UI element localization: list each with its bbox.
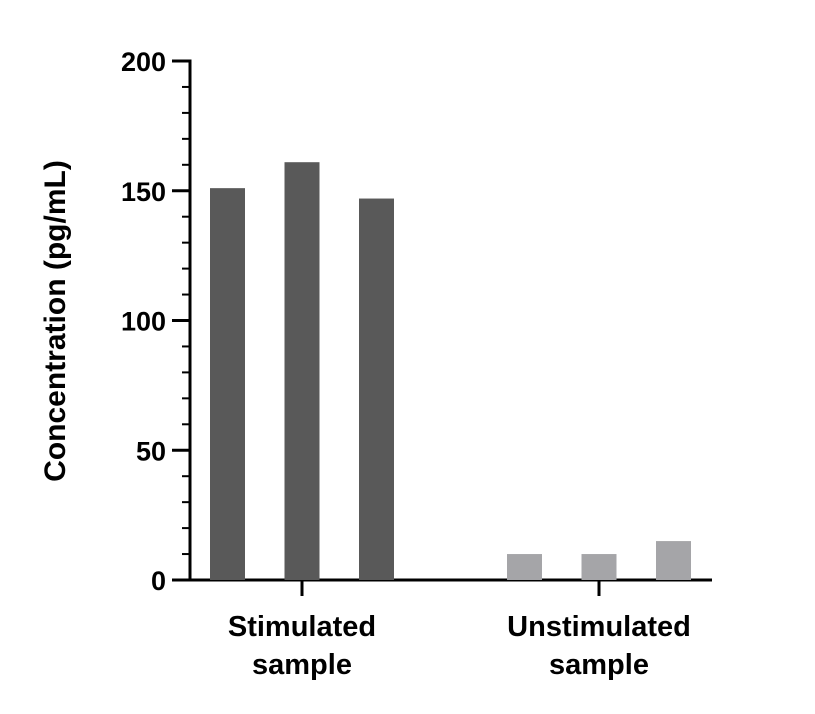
bar	[507, 554, 542, 580]
x-category-label: Stimulated	[228, 611, 376, 643]
y-axis-title: Concentration (pg/mL)	[39, 160, 72, 482]
y-tick-label: 0	[151, 566, 166, 596]
x-axis	[188, 578, 712, 596]
bar	[581, 554, 617, 580]
bar	[210, 188, 245, 580]
bars	[210, 162, 691, 580]
y-tick-label: 50	[136, 436, 166, 466]
bar	[284, 162, 320, 580]
bar	[359, 198, 394, 580]
bar	[656, 541, 691, 580]
x-category-label: sample	[252, 649, 352, 681]
x-category-label: sample	[549, 649, 649, 681]
y-tick-label: 150	[121, 177, 166, 207]
y-tick-label: 100	[121, 307, 166, 337]
category-labels: Stimulated sample Unstimulated sample	[228, 611, 691, 681]
y-axis: 0 50 100 150 200	[121, 47, 192, 596]
y-tick-label: 200	[121, 47, 166, 77]
x-category-label: Unstimulated	[507, 611, 691, 643]
